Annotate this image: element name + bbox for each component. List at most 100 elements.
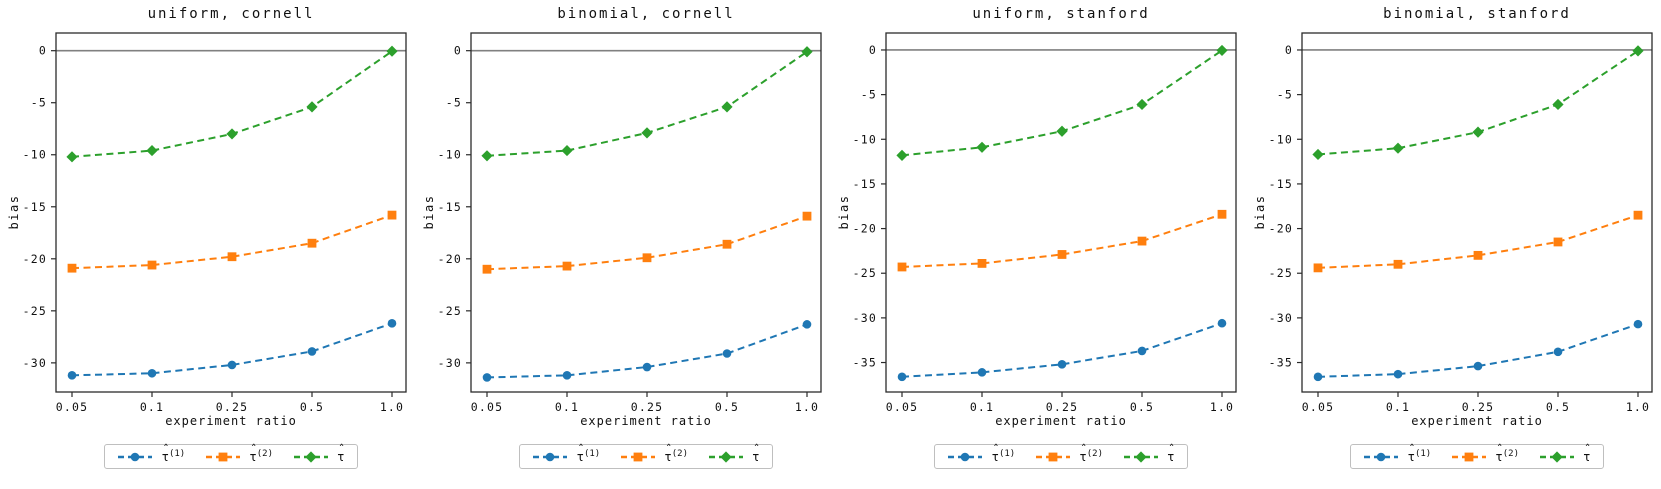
circle-swatch-graphic (118, 452, 153, 461)
series-marker-tau_hat_1 (1473, 361, 1483, 371)
axes-frame (470, 32, 822, 393)
series-marker-tau_hat (226, 128, 238, 140)
x-axis-label: experiment ratio (1411, 414, 1543, 428)
y-tick-label: -20 (853, 222, 877, 236)
y-tick-label: -35 (1269, 356, 1293, 370)
x-axis-label: experiment ratio (165, 414, 297, 428)
legend-label-sup: (2) (671, 449, 689, 459)
series-marker-tau_hat (146, 144, 158, 157)
series-marker-tau_hat_1 (562, 371, 572, 380)
series-marker-tau_hat (721, 101, 733, 113)
axes-frame (55, 32, 407, 393)
y-tick-label: -5 (446, 96, 462, 110)
legend-item-tau-hat-2: ˆ τ(2) (205, 442, 273, 464)
series-marker-tau_hat (641, 127, 653, 139)
series-marker-tau_hat (66, 151, 78, 163)
tau-hat-accent: ˆ (665, 441, 673, 456)
legend-label: ˆ τ(1) (161, 442, 186, 464)
square-swatch-graphic (1452, 452, 1487, 461)
legend-item-tau-hat-1: ˆ τ(1) (117, 442, 186, 464)
legend-circle-marker-icon (1363, 451, 1399, 463)
subplot-binomial-stanford: binomial, stanford bias 0 -5 -10 -15 -20 -25-… (1246, 0, 1661, 489)
legend-label-sup: (1) (1414, 449, 1432, 459)
legend-label: ˆ τ(2) (1079, 442, 1103, 464)
tau-symbol: τ (576, 449, 584, 464)
series-marker-tau_hat_1 (897, 372, 907, 382)
y-tick-label: -5 (31, 96, 47, 110)
series-marker-tau_hat_1 (1393, 369, 1403, 379)
legend-square-marker (218, 452, 228, 461)
y-tick-label: -10 (23, 148, 47, 162)
series-marker-tau_hat_1 (1313, 372, 1323, 382)
tau-hat-accent: ˆ (1408, 441, 1416, 456)
x-tick-label: 0.05 (1302, 400, 1335, 414)
tau-symbol: τ (991, 449, 999, 464)
y-tick-label: -5 (861, 88, 877, 102)
series-line-tau_hat_1 (71, 322, 393, 377)
plot-title: uniform, cornell (147, 6, 315, 22)
tau-symbol: τ (1167, 449, 1175, 464)
series-marker-tau_hat (1472, 126, 1484, 138)
x-tick-label: 1.0 (1210, 400, 1234, 414)
series-marker-tau_hat_2 (1633, 210, 1643, 220)
y-tick-label: -5 (1277, 88, 1293, 102)
series-marker-tau_hat_1 (1633, 319, 1643, 329)
series-marker-tau_hat_2 (307, 238, 317, 248)
legend-square-marker-icon (620, 451, 656, 463)
x-axis-label: experiment ratio (995, 414, 1127, 428)
x-tick-label: 0.25 (1462, 400, 1495, 414)
series-marker-tau_hat_1 (307, 347, 317, 356)
legend-circle-marker (546, 452, 555, 461)
x-axis-label: experiment ratio (580, 414, 712, 428)
legend-label-sup: (1) (168, 449, 186, 459)
tau-hat-accent: ˆ (752, 441, 761, 456)
legend-square-marker-icon (205, 451, 241, 463)
subplot-binomial-cornell: binomial, cornell bias 0 -5 -10 -15 -20 -25 -3… (415, 0, 830, 489)
series-line-tau_hat_2 (901, 213, 1223, 268)
series-line-tau_hat_1 (901, 322, 1223, 378)
series-marker-tau_hat (561, 144, 573, 157)
subplot-uniform-stanford: uniform, stanford bias 0 -5 -10 -15 -20 -25 -3… (830, 0, 1245, 489)
series-marker-tau_hat (481, 150, 493, 162)
y-tick-label: -20 (1269, 222, 1293, 236)
series-marker-tau_hat_1 (722, 349, 732, 358)
x-tick-label: 0.1 (555, 400, 579, 414)
y-tick-label: 0 (869, 43, 877, 57)
plot-title: uniform, stanford (972, 6, 1150, 22)
series-marker-tau_hat_2 (1393, 259, 1403, 269)
series-marker-tau_hat_2 (1473, 250, 1483, 260)
series-marker-tau_hat (1552, 98, 1564, 111)
y-tick-label: -15 (23, 200, 47, 214)
legend-square-marker-icon (1035, 451, 1071, 463)
series-marker-tau_hat_2 (642, 253, 652, 263)
square-swatch-graphic (206, 452, 241, 461)
series-marker-tau_hat (1312, 148, 1324, 161)
tau-symbol: τ (161, 449, 169, 464)
legend-item-tau-hat-2: ˆ τ(2) (620, 442, 689, 464)
series-line-tau_hat_2 (1317, 214, 1639, 269)
plot-area: 0 -5 -10 -15 -20 -25 -30 -35 0.05 0.1 0.25 0.5 1.0 (853, 32, 1237, 414)
legend-circle-marker (961, 452, 970, 461)
plot-title: binomial, cornell (557, 6, 735, 22)
x-tick-label: 1.0 (380, 400, 404, 414)
tau-hat-accent: ˆ (992, 441, 1000, 456)
x-tick-label: 0.05 (471, 400, 504, 414)
y-tick-label: 0 (39, 44, 47, 58)
square-swatch-graphic (621, 452, 656, 461)
legend-label-sup: (1) (583, 449, 601, 459)
series-marker-tau_hat_1 (482, 373, 492, 382)
series-marker-tau_hat_1 (642, 362, 652, 372)
plot-area: 0 -5 -10 -15 -20 -25 -30 0.05 0.1 0.25 0.5 1.0 (23, 32, 407, 414)
legend-item-tau-hat-1: ˆ τ(1) (532, 442, 601, 464)
x-tick-label: 0.05 (56, 400, 89, 414)
